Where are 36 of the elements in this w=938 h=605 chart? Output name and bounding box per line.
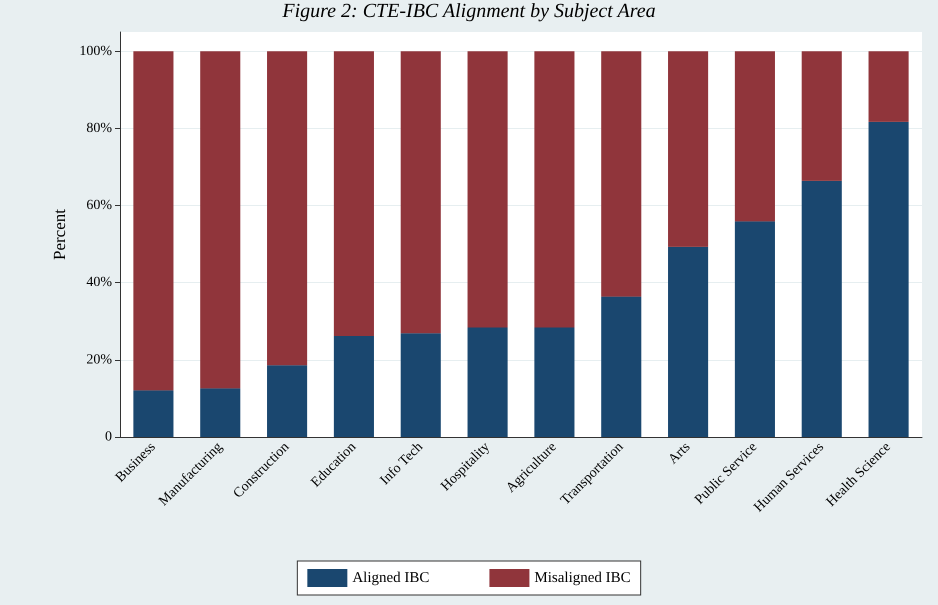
y-tick-label: 20% [86, 352, 112, 368]
bar [601, 296, 642, 437]
bar [668, 246, 708, 437]
bar [868, 122, 909, 437]
bar [400, 333, 441, 437]
bar [668, 51, 708, 247]
bar [133, 390, 174, 437]
chart-title: Figure 2: CTE-IBC Alignment by Subject Area [281, 0, 656, 22]
legend-label: Aligned IBC [352, 570, 430, 586]
y-tick-label: 0 [105, 430, 112, 444]
bar [334, 51, 374, 336]
y-tick-label: 60% [86, 198, 112, 214]
bar [400, 51, 441, 334]
bar [267, 51, 308, 366]
y-tick-label: 40% [86, 275, 112, 290]
bar [200, 51, 240, 388]
y-tick-label: 100% [79, 44, 112, 59]
bar [802, 180, 842, 437]
legend-label: Misaligned IBC [534, 570, 631, 586]
bar [334, 336, 374, 437]
bar [534, 51, 574, 328]
bar [601, 51, 642, 297]
bar [802, 51, 842, 181]
bar [200, 388, 240, 437]
y-axis-title: Percent [50, 208, 69, 260]
bar [534, 327, 574, 437]
bar [734, 51, 775, 222]
bar [133, 51, 174, 390]
bar [267, 365, 308, 437]
bar [868, 51, 909, 122]
bar [468, 327, 508, 437]
bar [468, 51, 508, 328]
y-tick-label: 80% [86, 120, 112, 136]
x-tick-label: Info Tech [378, 440, 426, 488]
x-tick-label: Arts [666, 440, 694, 468]
bar [734, 221, 775, 437]
